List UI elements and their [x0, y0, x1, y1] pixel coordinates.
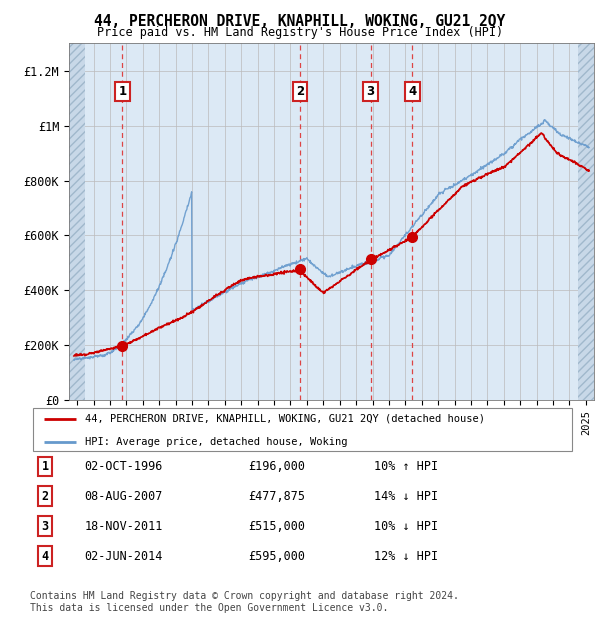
Text: £477,875: £477,875 [248, 490, 305, 503]
Text: 08-AUG-2007: 08-AUG-2007 [85, 490, 163, 503]
Text: 10% ↓ HPI: 10% ↓ HPI [374, 520, 438, 533]
Text: 10% ↑ HPI: 10% ↑ HPI [374, 460, 438, 473]
Text: £515,000: £515,000 [248, 520, 305, 533]
Text: 1: 1 [42, 460, 49, 473]
Text: 44, PERCHERON DRIVE, KNAPHILL, WOKING, GU21 2QY: 44, PERCHERON DRIVE, KNAPHILL, WOKING, G… [94, 14, 506, 29]
Text: 14% ↓ HPI: 14% ↓ HPI [374, 490, 438, 503]
Text: 3: 3 [367, 85, 374, 98]
Text: 02-OCT-1996: 02-OCT-1996 [85, 460, 163, 473]
Text: Contains HM Land Registry data © Crown copyright and database right 2024.
This d: Contains HM Land Registry data © Crown c… [30, 591, 459, 613]
Text: Price paid vs. HM Land Registry's House Price Index (HPI): Price paid vs. HM Land Registry's House … [97, 26, 503, 39]
FancyBboxPatch shape [33, 408, 572, 451]
Text: 4: 4 [42, 549, 49, 562]
Text: 18-NOV-2011: 18-NOV-2011 [85, 520, 163, 533]
Text: 44, PERCHERON DRIVE, KNAPHILL, WOKING, GU21 2QY (detached house): 44, PERCHERON DRIVE, KNAPHILL, WOKING, G… [85, 414, 485, 423]
Text: 3: 3 [42, 520, 49, 533]
Text: 02-JUN-2014: 02-JUN-2014 [85, 549, 163, 562]
Text: HPI: Average price, detached house, Woking: HPI: Average price, detached house, Woki… [85, 437, 347, 448]
Text: 4: 4 [408, 85, 416, 98]
Text: 2: 2 [42, 490, 49, 503]
Text: 12% ↓ HPI: 12% ↓ HPI [374, 549, 438, 562]
Text: 1: 1 [118, 85, 127, 98]
Text: £595,000: £595,000 [248, 549, 305, 562]
Text: £196,000: £196,000 [248, 460, 305, 473]
Text: 2: 2 [296, 85, 304, 98]
